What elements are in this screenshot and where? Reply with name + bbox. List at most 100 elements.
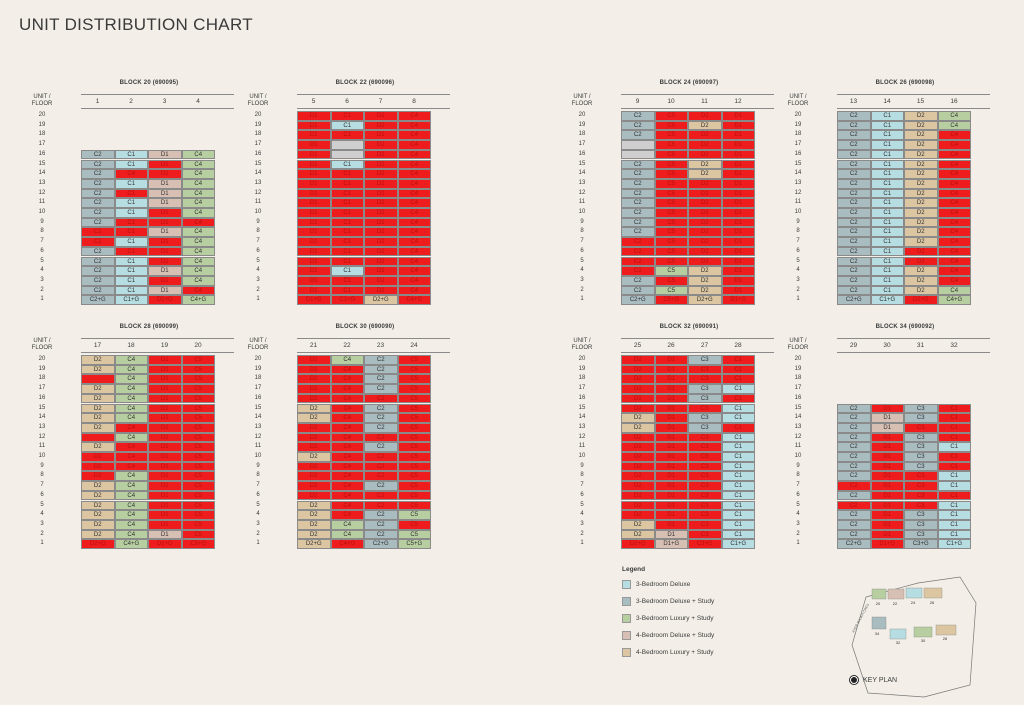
unit-cell [330, 140, 364, 150]
legend-label: 4-Bedroom Deluxe + Study [636, 632, 715, 639]
unit-cell: C2 [837, 500, 871, 511]
floor-number: 17 [578, 385, 586, 392]
unit-cell: C4 [114, 490, 148, 501]
unit-cell: D2 [297, 384, 331, 394]
unit-cell: D1 [148, 237, 182, 247]
unit-cell: C1 [937, 422, 971, 433]
unit-cell: C1 [721, 413, 755, 423]
unit-cell: C5 [181, 413, 215, 423]
unit-cell: D1 [297, 120, 331, 131]
header-rule [837, 352, 990, 353]
unit-cell: C1 [937, 471, 971, 482]
floor-number: 9 [796, 218, 800, 225]
unit-cell: C4 [114, 364, 148, 375]
unit-cell: C4 [181, 178, 215, 189]
unit-cell: C2 [364, 403, 398, 414]
floor-number: 15 [794, 404, 802, 411]
header-rule [621, 338, 774, 339]
floor-number: 15 [578, 160, 586, 167]
unit-cell: C3 [688, 355, 722, 365]
floor-number: 9 [256, 462, 260, 469]
unit-cell: D1 [721, 237, 755, 247]
unit-cell: C4 [937, 198, 971, 208]
unit-cell: C5 [654, 188, 688, 199]
unit-cell: D1 [654, 471, 688, 482]
unit-cell: C3 [688, 413, 722, 423]
unit-cell: D1 [721, 208, 755, 218]
unit-cell: C5 [181, 529, 215, 540]
unit-column-header: 11 [701, 98, 708, 105]
unit-cell: C1 [870, 149, 904, 160]
floor-number: 15 [38, 160, 46, 167]
unit-cell: C4 [937, 266, 971, 276]
floor-number: 10 [254, 209, 262, 215]
unit-cell: C5 [181, 510, 215, 520]
unit-cell: D1 [148, 519, 182, 530]
unit-cell: D2 [688, 140, 722, 150]
floor-number: 13 [254, 423, 262, 430]
floor-number: 20 [38, 356, 46, 362]
floor-number: 3 [580, 520, 584, 527]
unit-cell: D1 [297, 227, 331, 238]
block-title: BLOCK 28 (690099) [119, 324, 179, 330]
unit-cell: D2 [621, 422, 655, 433]
unit-cell: C2 [364, 413, 398, 423]
unit-cell: C4 [114, 481, 148, 491]
floor-number: 16 [254, 150, 262, 157]
floor-number: 4 [580, 267, 584, 274]
unit-column-header: 26 [667, 342, 675, 349]
floor-number: 17 [38, 385, 46, 392]
unit-cell: C5 [397, 461, 431, 472]
unit-cell: C3 [904, 471, 938, 482]
floor-number: 10 [794, 209, 802, 215]
floor-number: 13 [794, 179, 802, 186]
legend-label: 3-Bedroom Deluxe [636, 581, 691, 588]
floor-number: 2 [40, 530, 44, 537]
unit-cell: D2 [621, 432, 655, 443]
unit-cell: C4 [181, 275, 215, 286]
unit-cell: D2 [364, 246, 398, 257]
unit-cell: D1 [148, 403, 182, 414]
unit-cell: D1 [654, 422, 688, 433]
unit-cell: C2 [364, 500, 398, 511]
floor-number: 5 [256, 257, 260, 264]
unit-column-header: 24 [410, 342, 418, 349]
unit-cell: C5 [654, 178, 688, 189]
unit-cell: C4 [330, 364, 364, 375]
unit-cell: C3 [904, 529, 938, 540]
unit-cell: D2 [621, 471, 655, 482]
unit-cell: C1 [937, 403, 971, 414]
unit-cell: C4 [397, 198, 431, 208]
unit-cell: D1 [148, 256, 182, 267]
unit-cell: C3 [904, 442, 938, 452]
unit-cell: C1 [870, 285, 904, 296]
unit-cell: D1 [721, 198, 755, 208]
floor-number: 14 [38, 414, 46, 421]
unit-cell: D2 [81, 422, 115, 433]
unit-cell: C1 [870, 169, 904, 179]
floor-number: 20 [38, 112, 46, 118]
unit-cell: D2+G [297, 539, 331, 549]
unit-cell: C2 [621, 169, 655, 179]
unit-cell: D2 [364, 130, 398, 141]
floor-number: 5 [580, 257, 584, 264]
unit-cell: C2 [364, 374, 398, 385]
floor-number: 8 [40, 472, 44, 479]
floor-number: 4 [796, 511, 800, 518]
header-rule [297, 108, 450, 109]
unit-cell: D1 [148, 452, 182, 462]
floor-number: 19 [794, 121, 802, 128]
floor-number: 8 [796, 472, 800, 479]
unit-cell: D2 [904, 198, 938, 208]
unit-cell: C1 [114, 198, 148, 208]
unit-cell: C3 [904, 519, 938, 530]
unit-cell: D1 [148, 178, 182, 189]
floor-number: 14 [38, 170, 46, 177]
site-boundary [851, 576, 977, 698]
unit-cell: D1 [654, 374, 688, 385]
floor-number: 13 [254, 179, 262, 186]
unit-cell: D2 [297, 374, 331, 385]
unit-cell: C5 [397, 481, 431, 491]
floor-number: 20 [254, 112, 262, 118]
unit-column-header: 16 [950, 98, 958, 105]
